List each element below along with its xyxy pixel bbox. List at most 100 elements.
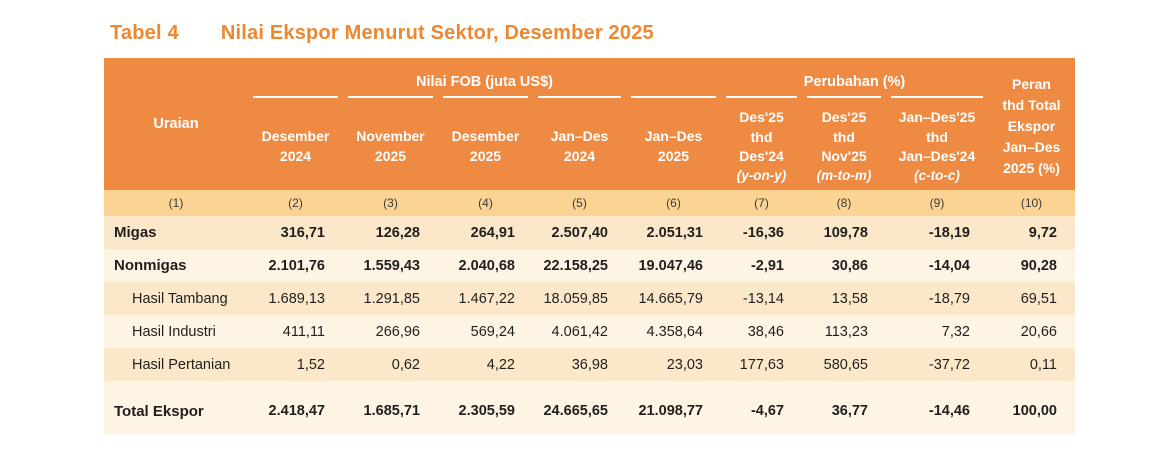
column-header-text: Des'25 thd Des'24 bbox=[739, 109, 784, 165]
cell-value: 2.040,68 bbox=[458, 257, 515, 274]
header-uraian: Uraian bbox=[153, 116, 199, 132]
table-bottom-pad bbox=[104, 429, 1075, 434]
table-figure: Tabel 4 Nilai Ekspor Menurut Sektor, Des… bbox=[104, 22, 1075, 434]
cell-value: 1.559,43 bbox=[363, 257, 420, 274]
col-number: (5) bbox=[572, 196, 587, 210]
cell-value: -13,14 bbox=[742, 290, 784, 307]
cell-value: 7,32 bbox=[941, 323, 970, 340]
group-underline-segment bbox=[807, 96, 881, 98]
table-body: Migas 316,71 126,28 264,91 2.507,40 2.051,31 -… bbox=[104, 216, 1075, 434]
cell-value: -16,36 bbox=[742, 224, 784, 241]
column-header-jandes-2025: Jan–Des 2025 bbox=[626, 102, 721, 190]
cell-value: 13,58 bbox=[831, 290, 868, 307]
table-title-text: Nilai Ekspor Menurut Sektor, Desember 20… bbox=[220, 22, 654, 44]
cell-value: 0,62 bbox=[391, 356, 420, 373]
column-header-yony: Des'25 thd Des'24 (y-on-y) bbox=[721, 102, 802, 190]
cell-value: 38,46 bbox=[747, 323, 784, 340]
cell-value: 20,66 bbox=[1020, 323, 1057, 340]
table-number-label: Tabel 4 bbox=[110, 22, 179, 44]
cell-value: 14.665,79 bbox=[638, 290, 703, 307]
group-underline-segment bbox=[631, 96, 716, 98]
row-label: Hasil Industri bbox=[132, 323, 216, 340]
cell-value: -14,04 bbox=[928, 257, 970, 274]
column-header-text: Desember 2025 bbox=[451, 128, 520, 164]
cell-value: 580,65 bbox=[823, 356, 868, 373]
column-header-des-2025: Desember 2025 bbox=[438, 102, 533, 190]
group-underline-segment bbox=[443, 96, 528, 98]
cell-value: 1.291,85 bbox=[363, 290, 420, 307]
cell-value: 4.358,64 bbox=[646, 323, 703, 340]
cell-value: 90,28 bbox=[1020, 257, 1057, 274]
column-header-subtext: (m-to-m) bbox=[816, 167, 872, 183]
column-header-mtom: Des'25 thd Nov'25 (m-to-m) bbox=[802, 102, 886, 190]
cell-value: 36,98 bbox=[571, 356, 608, 373]
cell-value: 266,96 bbox=[375, 323, 420, 340]
col-number: (10) bbox=[1020, 196, 1043, 210]
header-group-perubahan: Perubahan (%) bbox=[803, 74, 906, 90]
table-row: Migas 316,71 126,28 264,91 2.507,40 2.051,31 -… bbox=[104, 216, 1075, 249]
col-number: (8) bbox=[836, 196, 852, 210]
cell-value: 18.059,85 bbox=[543, 290, 608, 307]
cell-value: -18,79 bbox=[928, 290, 970, 307]
cell-value: 264,91 bbox=[470, 224, 515, 241]
cell-value: 9,72 bbox=[1028, 224, 1057, 241]
cell-value: 316,71 bbox=[280, 224, 325, 241]
col-number: (7) bbox=[754, 196, 769, 210]
cell-value: -4,67 bbox=[750, 403, 784, 419]
cell-value: -37,72 bbox=[928, 356, 970, 373]
row-label: Hasil Pertanian bbox=[132, 356, 231, 373]
column-header-nov-2025: November 2025 bbox=[343, 102, 438, 190]
cell-value: 2.101,76 bbox=[268, 257, 325, 274]
figure-title: Tabel 4 Nilai Ekspor Menurut Sektor, Des… bbox=[110, 22, 1075, 45]
cell-value: 1.685,71 bbox=[363, 403, 420, 419]
colnum-row: (1) (2) (3) (4) (5) (6) (7) (8) (9) (10) bbox=[104, 190, 1075, 216]
table-row: Hasil Industri 411,11 266,96 569,24 4.061,42… bbox=[104, 315, 1075, 348]
header-group-nilai-fob: Nilai FOB (juta US$) bbox=[416, 74, 553, 90]
cell-value: 113,23 bbox=[824, 323, 868, 340]
column-header-jandes-2024: Jan–Des 2024 bbox=[533, 102, 626, 190]
cell-value: 2.507,40 bbox=[551, 224, 608, 241]
column-header-des-2024: Desember 2024 bbox=[248, 102, 343, 190]
column-header-subtext: (y-on-y) bbox=[736, 167, 787, 183]
col-number: (6) bbox=[666, 196, 681, 210]
cell-value: 2.305,59 bbox=[458, 403, 515, 419]
table-row: Hasil Pertanian 1,52 0,62 4,22 36,98 23,03 177… bbox=[104, 348, 1075, 381]
col-number: (4) bbox=[478, 196, 493, 210]
cell-value: 21.098,77 bbox=[638, 403, 703, 419]
row-label: Hasil Tambang bbox=[132, 290, 228, 307]
col-number: (2) bbox=[288, 196, 303, 210]
table-header: Uraian Nilai FOB (juta US$) Perubahan (%… bbox=[104, 58, 1075, 190]
cell-value: 1.689,13 bbox=[268, 290, 325, 307]
column-header-text: Jan–Des 2025 bbox=[644, 128, 703, 164]
group-underline-segment bbox=[891, 96, 983, 98]
cell-value: -2,91 bbox=[750, 257, 784, 274]
cell-value: 109,78 bbox=[823, 224, 868, 241]
column-header-ctoc: Jan–Des'25 thd Jan–Des'24 (c-to-c) bbox=[886, 102, 988, 190]
cell-value: 23,03 bbox=[666, 356, 703, 373]
column-header-text: Des'25 thd Nov'25 bbox=[821, 109, 867, 165]
col-number: (3) bbox=[383, 196, 398, 210]
column-header-text: Jan–Des 2024 bbox=[550, 128, 609, 164]
cell-value: 411,11 bbox=[282, 323, 325, 340]
cell-value: 4.061,42 bbox=[551, 323, 608, 340]
cell-value: 30,86 bbox=[831, 257, 868, 274]
group-underline-segment bbox=[538, 96, 621, 98]
table-row: Nonmigas 2.101,76 1.559,43 2.040,68 22.158,2… bbox=[104, 249, 1075, 282]
cell-value: 1,52 bbox=[296, 356, 325, 373]
cell-value: 22.158,25 bbox=[543, 257, 608, 274]
col-number: (1) bbox=[168, 196, 184, 210]
total-row: Total Ekspor 2.418,47 1.685,71 2.305,59 24.6… bbox=[104, 393, 1075, 429]
spacer-row bbox=[104, 381, 1075, 393]
group-underline-segment bbox=[348, 96, 433, 98]
column-header-text: Jan–Des'25 thd Jan–Des'24 bbox=[898, 109, 976, 165]
cell-value: 2.051,31 bbox=[646, 224, 703, 241]
cell-value: -18,19 bbox=[928, 224, 970, 241]
header-peran: Peran thd Total Ekspor Jan–Des 2025 (%) bbox=[1002, 75, 1061, 176]
cell-value: -14,46 bbox=[928, 403, 970, 419]
cell-value: 24.665,65 bbox=[543, 403, 608, 419]
row-label: Total Ekspor bbox=[114, 402, 204, 420]
column-header-text: November 2025 bbox=[356, 128, 425, 164]
cell-value: 177,63 bbox=[739, 356, 784, 373]
table-row: Hasil Tambang 1.689,13 1.291,85 1.467,22 18.… bbox=[104, 282, 1075, 315]
group-underline-segment bbox=[726, 96, 797, 98]
